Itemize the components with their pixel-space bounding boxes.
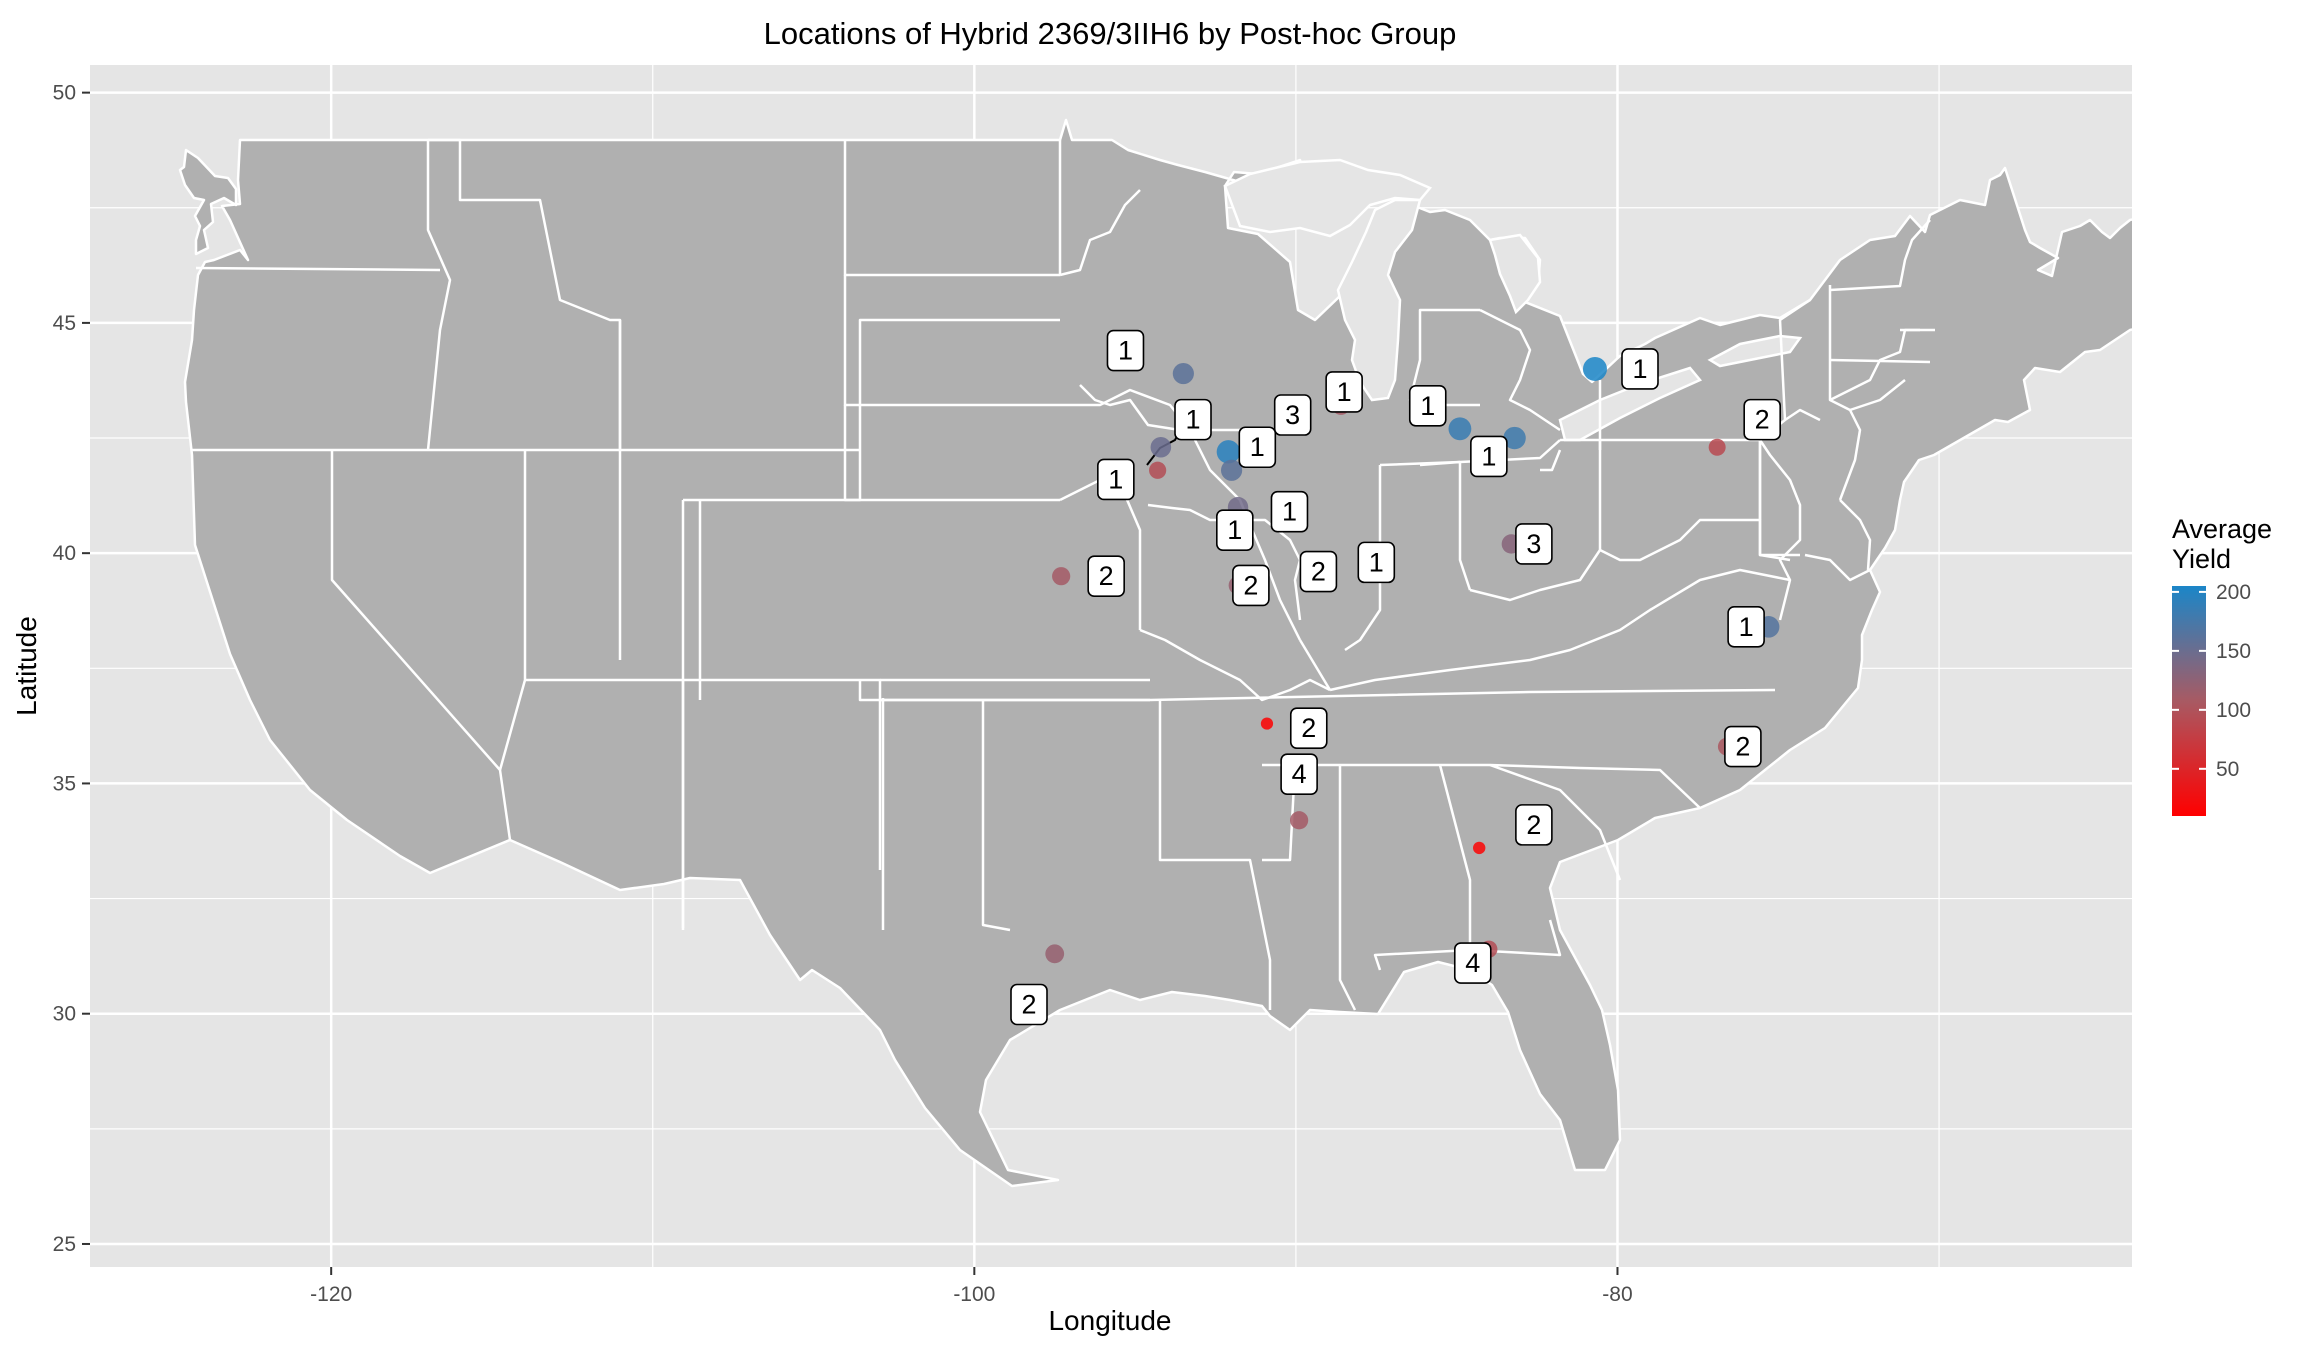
x-tick-label: -80 — [1602, 1283, 1632, 1306]
group-label: 1 — [1632, 354, 1647, 384]
axes: -120 -100 -80 25 30 35 40 45 50 — [53, 82, 1633, 1306]
data-point — [1582, 356, 1607, 381]
group-label-box — [1216, 509, 1254, 551]
data-point — [1052, 567, 1071, 586]
legend-ticks: 200 150 100 50 — [2172, 581, 2251, 781]
legend-tick-label: 200 — [2216, 581, 2251, 604]
group-label-box — [1280, 753, 1318, 796]
data-point — [1708, 438, 1726, 456]
lake-huron — [1488, 233, 1542, 315]
y-tick-label: 35 — [53, 772, 76, 795]
group-label: 1 — [1282, 497, 1297, 527]
group-label-box — [1408, 384, 1447, 427]
data-point — [1220, 459, 1243, 481]
group-label: 2 — [1099, 561, 1114, 591]
y-tick-label: 30 — [53, 1003, 76, 1026]
group-label-box — [1299, 550, 1338, 593]
group-label: 3 — [1285, 400, 1300, 430]
x-tick-label: -120 — [310, 1283, 352, 1306]
group-label-box — [1357, 541, 1396, 584]
legend-tick-label: 100 — [2216, 699, 2251, 722]
group-label: 1 — [1369, 547, 1384, 577]
group-label: 2 — [1311, 557, 1326, 587]
legend-title-line2: Yield — [2172, 544, 2231, 574]
group-label: 4 — [1292, 759, 1307, 789]
lake-ontario — [1707, 334, 1803, 368]
group-label: 2 — [1301, 713, 1316, 743]
color-legend: Average Yield 200 150 100 50 — [2172, 514, 2272, 816]
chart-title: Locations of Hybrid 2369/3IIH6 by Post-h… — [764, 16, 1457, 51]
group-label-box — [1727, 606, 1765, 648]
y-tick-label: 45 — [53, 312, 76, 335]
data-point — [1448, 417, 1472, 441]
lake-michigan — [1336, 198, 1422, 402]
group-label-box — [1470, 435, 1508, 478]
group-label: 1 — [1739, 612, 1754, 642]
group-label: 2 — [1755, 405, 1770, 435]
data-point — [1473, 841, 1486, 855]
group-label-box — [1515, 523, 1553, 565]
group-label-box — [1743, 398, 1781, 441]
legend-title-line1: Average — [2172, 514, 2272, 544]
group-label: 1 — [1250, 432, 1265, 462]
group-label-box — [1232, 564, 1270, 607]
data-point — [1216, 440, 1241, 464]
group-label-box — [1325, 371, 1363, 413]
group-label: 1 — [1227, 515, 1242, 545]
data-point — [1290, 811, 1309, 830]
group-label: 2 — [1526, 810, 1541, 840]
data-point — [1503, 426, 1526, 450]
group-label: 1 — [1481, 441, 1496, 471]
group-label: 2 — [1243, 570, 1258, 600]
y-tick-label: 25 — [53, 1233, 76, 1256]
group-label-box — [1270, 490, 1309, 533]
group-label-box — [1453, 942, 1492, 984]
group-label-box — [1273, 394, 1312, 436]
group-label: 1 — [1420, 391, 1435, 421]
data-point — [1150, 436, 1172, 458]
group-label-box — [1289, 707, 1328, 749]
group-label: 4 — [1465, 948, 1480, 978]
group-label: 1 — [1118, 336, 1133, 366]
group-label-box — [1174, 398, 1212, 441]
group-label: 1 — [1108, 464, 1123, 494]
group-label-box — [1097, 458, 1135, 501]
group-label: 3 — [1526, 529, 1541, 559]
group-label-box — [1238, 426, 1277, 469]
group-label: 1 — [1337, 377, 1352, 407]
x-tick-label: -100 — [953, 1283, 995, 1306]
group-label-box — [1724, 725, 1762, 768]
group-label-box — [1010, 983, 1048, 1026]
data-point — [1260, 717, 1274, 730]
y-tick-label: 40 — [53, 542, 76, 565]
legend-colorbar — [2172, 586, 2206, 816]
group-label: 2 — [1021, 989, 1036, 1019]
y-axis-title: Latitude — [11, 616, 42, 716]
state-borders — [192, 138, 1935, 1011]
group-label: 1 — [1185, 405, 1200, 435]
lake-superior — [1223, 158, 1433, 238]
group-label-box — [1106, 329, 1145, 372]
data-point — [1172, 362, 1194, 385]
data-point — [1149, 461, 1167, 479]
group-label-box — [1087, 555, 1125, 597]
group-label: 2 — [1735, 732, 1750, 762]
group-label-box — [1621, 348, 1659, 390]
legend-tick-label: 150 — [2216, 640, 2251, 663]
legend-tick-label: 50 — [2216, 758, 2239, 781]
data-point — [1045, 944, 1065, 964]
x-axis-title: Longitude — [1048, 1305, 1171, 1336]
y-tick-label: 50 — [53, 82, 76, 105]
group-label-box — [1515, 804, 1553, 846]
